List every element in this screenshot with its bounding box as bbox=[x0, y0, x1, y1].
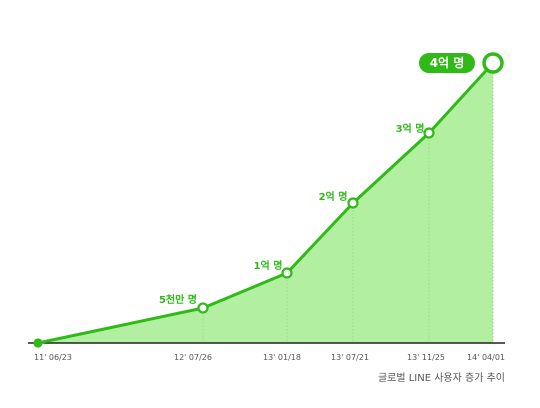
final-label-badge bbox=[419, 53, 475, 73]
x-tick-label-6: 14' 04/01 bbox=[467, 353, 505, 362]
label-50m: 5천만 명 bbox=[159, 293, 197, 306]
x-tick-label-1: 11' 06/23 bbox=[34, 353, 72, 362]
label-300m: 3억 명 bbox=[396, 122, 425, 135]
chart-caption: 글로벌 LINE 사용자 증가 추이 bbox=[378, 372, 505, 384]
point-200m bbox=[347, 197, 359, 209]
label-100m: 1억 명 bbox=[254, 259, 283, 272]
x-tick-label-5: 13' 11/25 bbox=[407, 353, 445, 362]
point-50m bbox=[197, 302, 209, 314]
x-tick-label-4: 13' 07/21 bbox=[331, 353, 369, 362]
x-tick-label-3: 13' 01/18 bbox=[263, 353, 301, 362]
growth-line bbox=[36, 61, 495, 345]
label-200m: 2억 명 bbox=[319, 190, 348, 203]
start-point bbox=[33, 338, 43, 348]
point-100m bbox=[281, 267, 293, 279]
point-400m bbox=[482, 52, 504, 74]
point-300m bbox=[423, 127, 435, 139]
label-400m: 4억 명 bbox=[430, 56, 465, 70]
x-tick-label-2: 12' 07/26 bbox=[174, 353, 212, 362]
growth-area bbox=[38, 63, 493, 343]
